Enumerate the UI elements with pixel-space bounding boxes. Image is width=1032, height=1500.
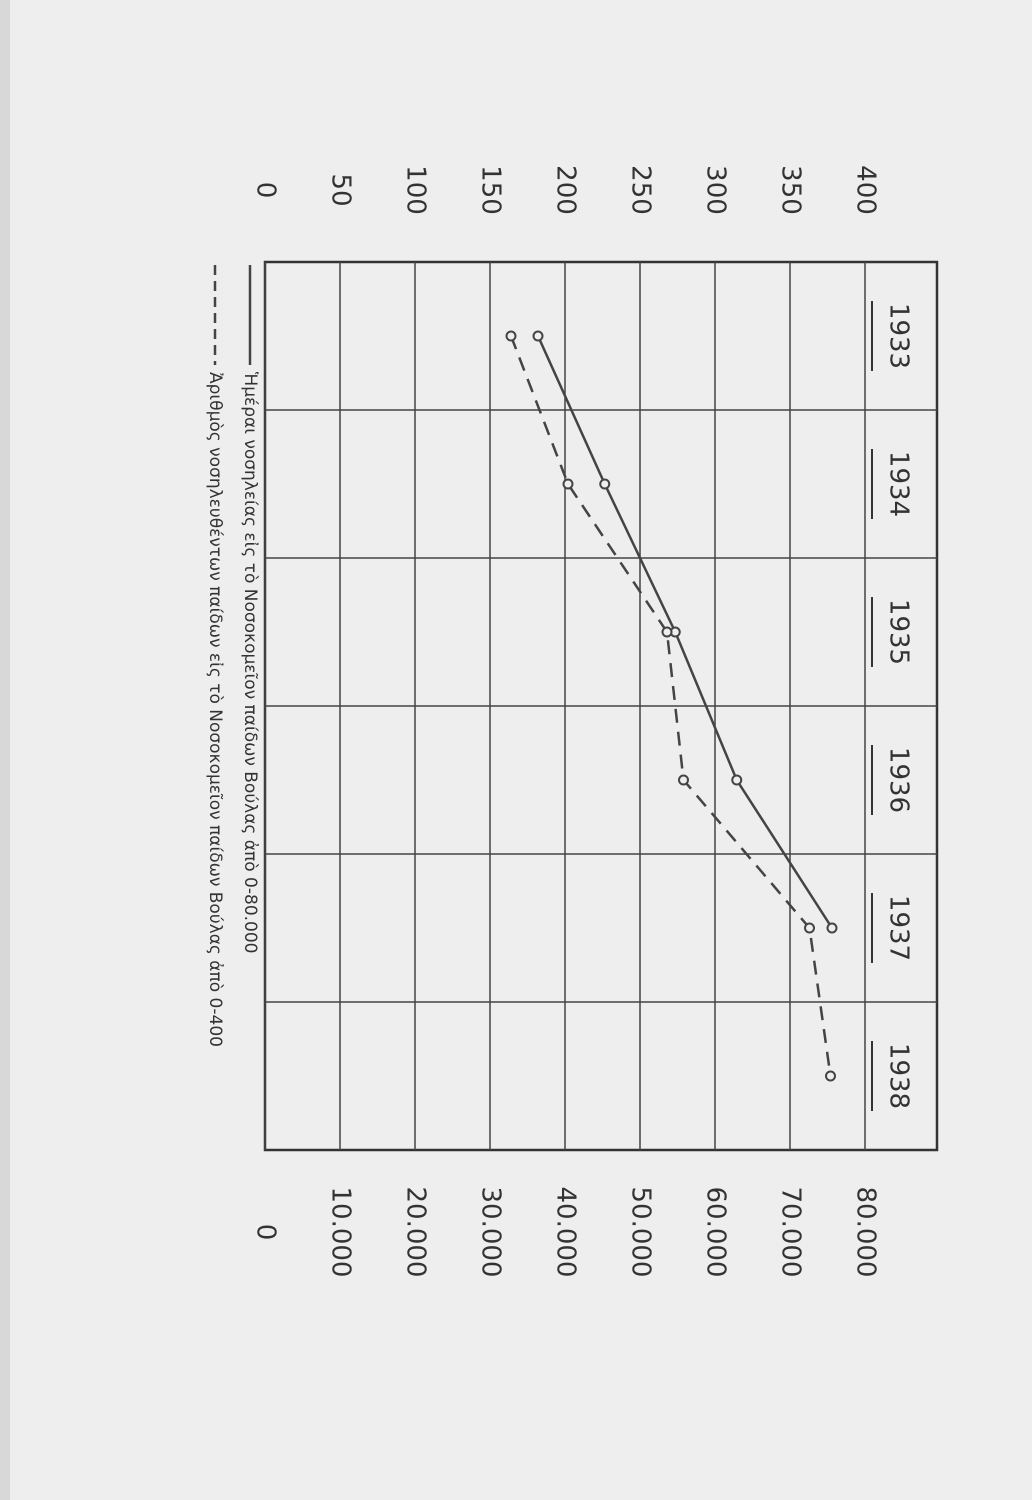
y2-tick-label: 150 bbox=[476, 165, 506, 215]
x-tick-label: 1938 bbox=[884, 1043, 914, 1109]
y-tick-label: 80.000 bbox=[851, 1187, 881, 1278]
point bbox=[731, 774, 743, 786]
y2-tick-label: 400 bbox=[851, 165, 881, 215]
page-edge bbox=[0, 0, 10, 1500]
point bbox=[532, 330, 544, 342]
point bbox=[825, 1070, 836, 1082]
y-tick-label: 20.000 bbox=[401, 1187, 431, 1278]
point bbox=[562, 478, 574, 490]
point bbox=[678, 774, 689, 786]
x-tick-label: 1934 bbox=[884, 451, 914, 517]
y2-tick-label: 200 bbox=[551, 165, 581, 215]
y2-tick-label: 350 bbox=[776, 165, 806, 215]
y2-tick-label: 0 bbox=[251, 182, 281, 199]
point bbox=[661, 626, 673, 638]
y2-tick-label: 300 bbox=[701, 165, 731, 215]
legend-label: Ἀριθμὸς νοσηλευθέντων παίδων εἰς τὸ Νοσο… bbox=[205, 372, 225, 1047]
legend-label: Ἡμέραι νοσηλείας εἰς τὸ Νοσοκομεῖον παίδ… bbox=[240, 372, 260, 954]
point bbox=[804, 922, 815, 934]
y2-tick-label: 100 bbox=[401, 165, 431, 215]
y-tick-label: 50.000 bbox=[626, 1187, 656, 1278]
point bbox=[599, 478, 611, 490]
x-tick-label: 1935 bbox=[884, 599, 914, 665]
y-tick-label: 10.000 bbox=[326, 1187, 356, 1278]
y2-tick-label: 50 bbox=[326, 173, 356, 206]
x-tick-label: 1937 bbox=[884, 895, 914, 961]
y-tick-label: 0 bbox=[251, 1224, 281, 1241]
point bbox=[826, 922, 838, 934]
y-tick-label: 40.000 bbox=[551, 1187, 581, 1278]
y-tick-label: 30.000 bbox=[476, 1187, 506, 1278]
x-tick-label: 1933 bbox=[884, 303, 914, 369]
x-tick-label: 1936 bbox=[884, 747, 914, 813]
point bbox=[505, 330, 517, 342]
y-tick-label: 60.000 bbox=[701, 1187, 731, 1278]
y2-tick-label: 250 bbox=[626, 165, 656, 215]
y-tick-label: 70.000 bbox=[776, 1187, 806, 1278]
